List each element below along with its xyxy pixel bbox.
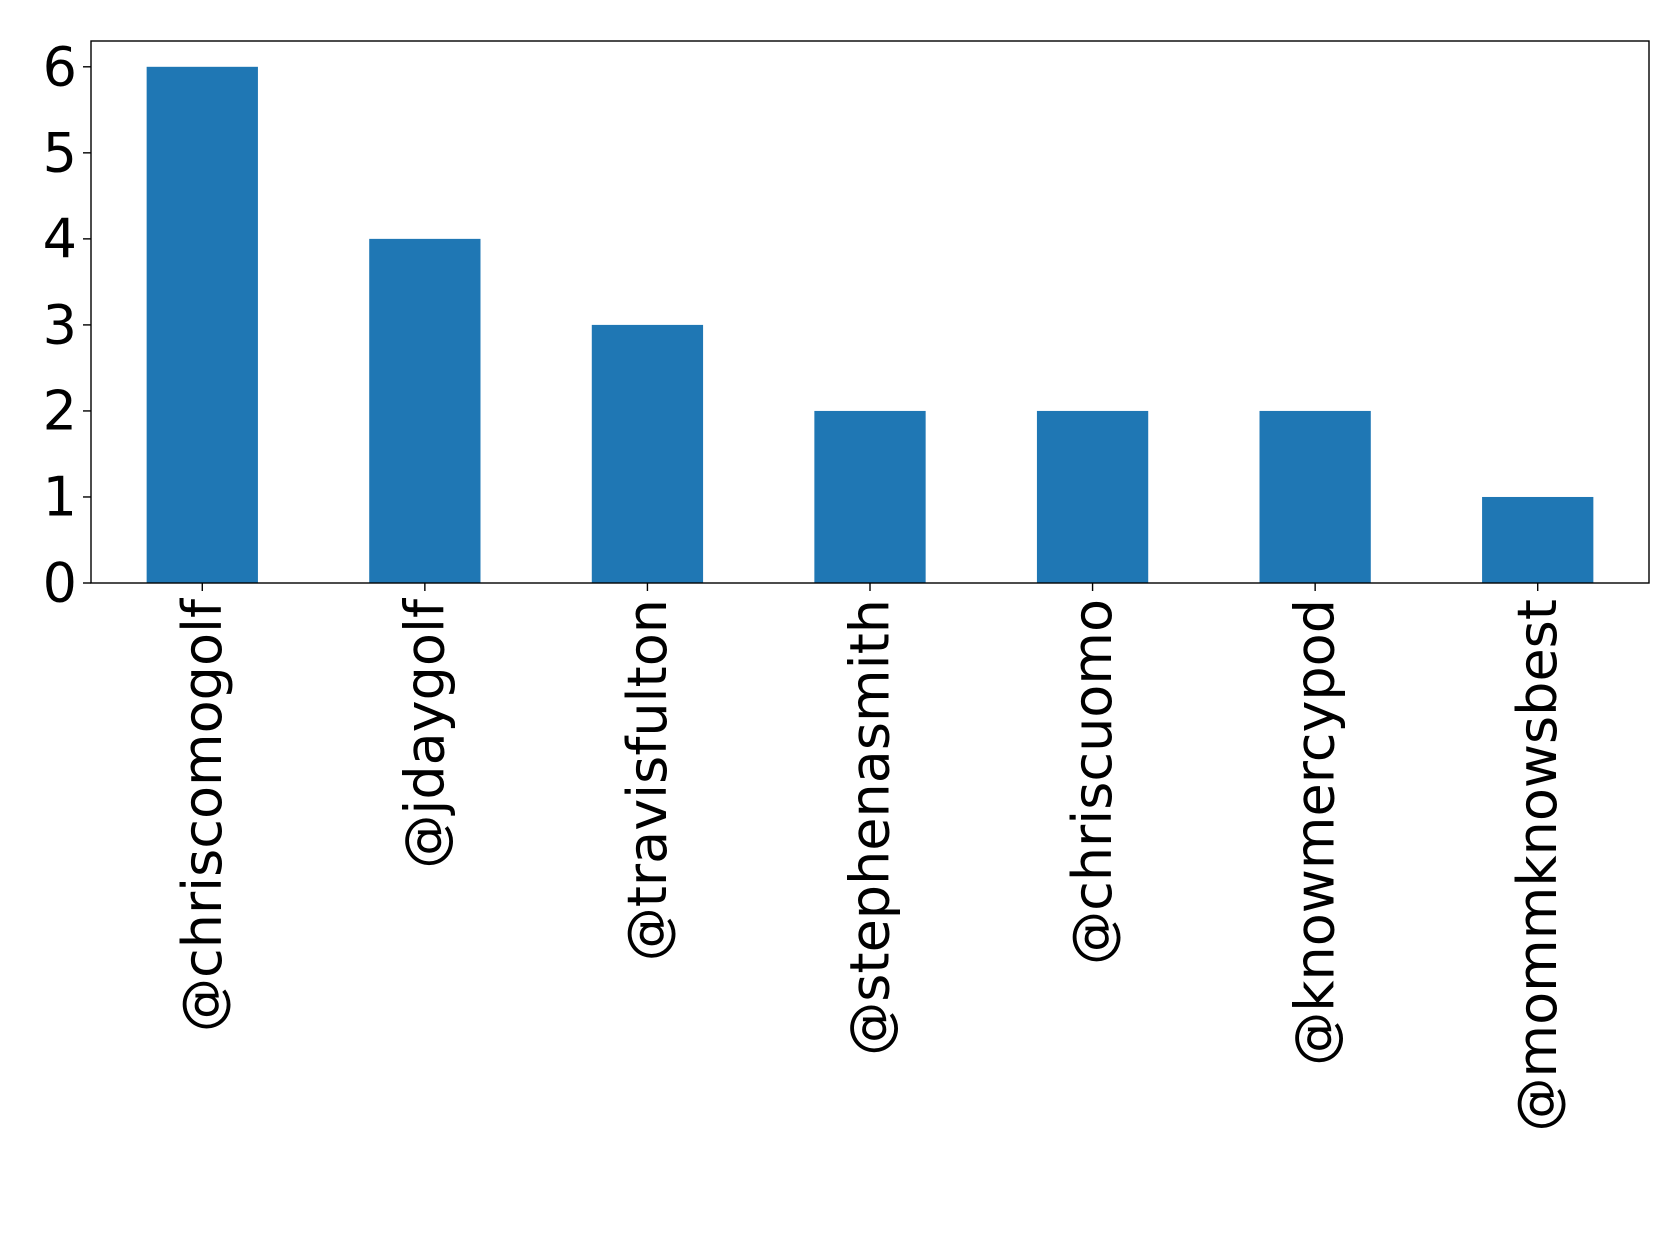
x-tick-label: @stephenasmith [839,599,902,1056]
bar [146,66,258,583]
x-tick-label: @travisfulton [616,599,679,961]
y-tick-label: 5 [43,121,77,184]
y-tick-label: 4 [43,207,77,270]
y-tick-label: 2 [43,379,77,442]
x-tick-label: @chriscuomo [1061,599,1124,965]
y-tick-label: 3 [43,293,77,356]
y-tick-label: 0 [43,552,77,615]
bars-layer [146,66,1594,583]
x-tick-label: @knowmercypod [1284,599,1347,1066]
bar [814,410,926,583]
x-tick-label: @chriscomogolf [171,597,234,1032]
y-tick-label: 1 [43,465,77,528]
bar [1482,496,1594,583]
y-axis: 0 1 2 3 4 5 6 [43,35,91,615]
plot-frame [90,40,1650,584]
bar [1259,410,1371,583]
bar [1036,410,1149,583]
y-tick-label: 6 [43,35,77,98]
x-tick-label: @jdaygolf [393,597,456,869]
bar [591,324,704,583]
x-axis: @chriscomogolf @jdaygolf @travisfulton @ste… [171,583,1569,1132]
bar [369,238,481,583]
x-tick-label: @mommknowsbest [1506,599,1569,1132]
